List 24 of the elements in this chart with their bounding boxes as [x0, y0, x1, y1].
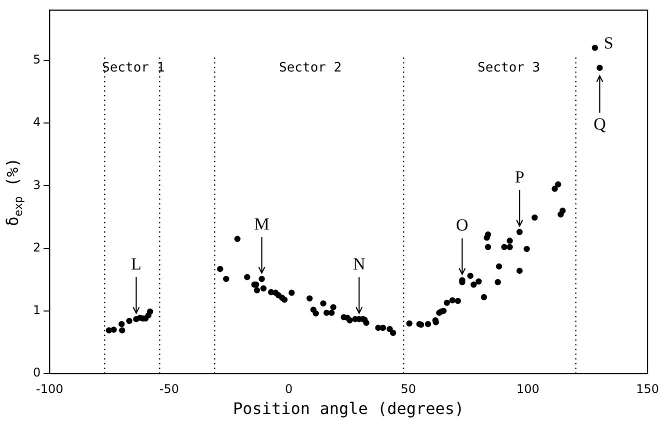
- x-tick-label: -50: [159, 382, 180, 396]
- x-tick-label: -100: [36, 382, 64, 396]
- annotation: N: [352, 254, 366, 274]
- y-tick-label: 5: [32, 52, 41, 66]
- annotation: Sector 1: [102, 60, 165, 76]
- y-tick-label: 4: [32, 115, 41, 130]
- annotation: Sector 2: [279, 60, 342, 76]
- annotation: Q: [594, 114, 606, 134]
- annotation: Sector 3: [478, 60, 540, 76]
- y-tick-label: 2: [32, 240, 41, 254]
- y-tick-label: 3: [32, 178, 41, 192]
- x-tick-label: 100: [516, 382, 540, 396]
- y-tick-label: 1: [32, 303, 41, 318]
- x-axis-title: Position angle (degrees): [233, 398, 464, 418]
- y-tick-label: 0: [32, 366, 41, 380]
- y-axis-title: δexp (%): [2, 158, 26, 226]
- annotation: L: [131, 254, 142, 274]
- x-tick-label: 150: [636, 382, 659, 396]
- annotation: S: [604, 33, 614, 52]
- annotation: P: [514, 167, 524, 186]
- annotation: M: [254, 214, 270, 234]
- x-tick-label: 50: [400, 382, 416, 396]
- annotation: O: [456, 216, 468, 235]
- x-tick-label: 0: [284, 382, 293, 396]
